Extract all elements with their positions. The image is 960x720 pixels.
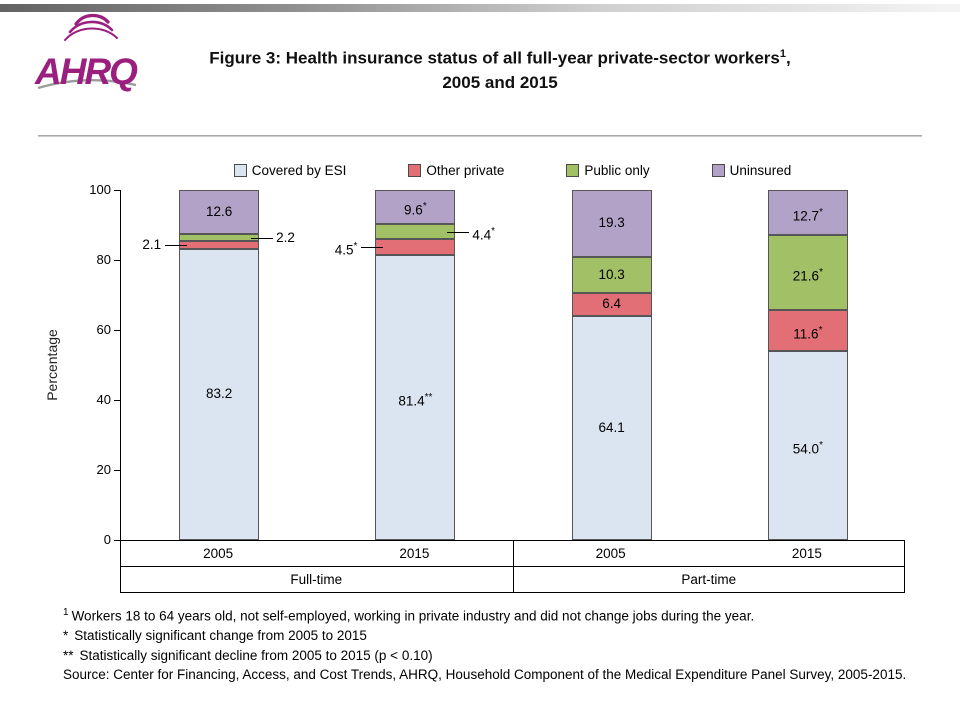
y-axis-tick-label: 80 xyxy=(96,252,111,267)
y-axis-tick xyxy=(114,470,121,471)
segment-value-label: 81.4** xyxy=(398,391,433,409)
footnote-1: 1 Workers 18 to 64 years old, not self-em… xyxy=(63,603,915,626)
bar-segment xyxy=(375,223,456,240)
axis-group-divider xyxy=(120,541,121,592)
legend-swatch xyxy=(566,163,580,177)
title-text: Figure 3: Health insurance status of all… xyxy=(209,48,780,68)
footnote-text: Statistically significant change from 20… xyxy=(74,628,367,643)
segment-value-label: 54.0* xyxy=(792,439,823,457)
x-axis-group-label: Full-time xyxy=(290,572,343,587)
segment-value-label: 83.2 xyxy=(205,386,233,402)
segment-value-label: 4.5* xyxy=(334,241,358,258)
axis-group-divider xyxy=(904,541,905,592)
chart-title-line1: Figure 3: Health insurance status of all… xyxy=(120,42,880,71)
footnote-text: Statistically significant decline from 2… xyxy=(79,647,433,663)
plot-area: 0 20 40 60 80 100 83.2 2.1 2.2 12.6 81.4** 4.5* 4.4*… xyxy=(89,182,905,547)
footnote-prefix: * xyxy=(63,628,69,643)
legend-swatch xyxy=(711,163,725,177)
chart-title-line2: 2005 and 2015 xyxy=(442,72,558,92)
logo-text: AHRQ xyxy=(34,51,138,92)
x-axis-year-label: 2015 xyxy=(399,546,430,561)
logo-swoosh xyxy=(37,78,137,90)
footnote-marker: 1 xyxy=(63,607,69,618)
y-axis-tick-label: 0 xyxy=(103,532,111,547)
ahrq-logo: AHRQ xyxy=(34,13,140,92)
segment-value-label: 9.6* xyxy=(404,201,427,218)
segment-value-label: 2.2 xyxy=(276,229,295,245)
footnotes: 1 Workers 18 to 64 years old, not self-em… xyxy=(63,603,915,685)
footnote-prefix: ** xyxy=(63,647,74,663)
x-axis-groups: Full-time Part-time xyxy=(120,567,905,592)
leader-line xyxy=(251,237,274,239)
y-axis-tick xyxy=(114,400,121,401)
legend-swatch xyxy=(233,163,247,177)
y-axis-title: Percentage xyxy=(44,329,60,401)
legend-item: Covered by ESI xyxy=(233,162,347,178)
title-separator-line xyxy=(38,135,922,137)
bar-segment xyxy=(767,190,848,235)
leader-line xyxy=(447,231,470,233)
y-axis-tick-label: 60 xyxy=(96,322,111,337)
y-axis-tick xyxy=(114,260,121,261)
bar-segment xyxy=(767,351,848,540)
y-axis-tick-label: 100 xyxy=(89,182,111,197)
bar-segment xyxy=(179,241,260,249)
bar-segment xyxy=(375,255,456,540)
footnote-2: * Statistically significant change from 2… xyxy=(63,626,915,646)
leader-line xyxy=(361,247,384,249)
segment-value-label: 10.3 xyxy=(598,267,625,283)
y-axis-tick xyxy=(114,540,121,541)
x-axis-table: 2005 2015 2005 2015 Full-time Part-time xyxy=(120,540,905,593)
x-axis-year-label: 2005 xyxy=(203,546,234,561)
segment-value-label: 2.1 xyxy=(142,237,162,253)
bar-segment xyxy=(767,310,848,351)
bar-segment xyxy=(767,234,848,311)
legend-label: Public only xyxy=(584,162,650,178)
bar-segment xyxy=(571,257,652,294)
legend-item: Public only xyxy=(566,162,650,178)
segment-value-label: 64.1 xyxy=(598,419,625,435)
bar-segment xyxy=(179,189,260,234)
title-comma: , xyxy=(786,48,791,68)
segment-value-label: 12.6 xyxy=(205,203,233,219)
bar-segment xyxy=(571,189,652,258)
bar-segment xyxy=(375,239,456,256)
leader-line xyxy=(165,245,188,247)
axis-group-divider xyxy=(512,541,514,592)
legend-label: Uninsured xyxy=(729,162,792,178)
segment-value-label: 6.4 xyxy=(602,296,622,312)
chart-legend: Covered by ESI Other private Public only Un… xyxy=(120,161,905,179)
legend-item: Uninsured xyxy=(711,162,792,178)
y-axis-tick xyxy=(114,330,121,331)
bar-segment xyxy=(375,190,456,224)
bar-segment xyxy=(571,293,652,316)
segment-value-label: 11.6* xyxy=(793,324,823,342)
legend-label: Covered by ESI xyxy=(251,162,347,178)
footnote-3: ** Statistically significant decline from… xyxy=(63,646,915,666)
legend-label: Other private xyxy=(426,162,505,178)
bar-segment xyxy=(571,315,652,540)
footnote-text: Workers 18 to 64 years old, not self-emp… xyxy=(71,608,755,624)
segment-value-label: 12.7* xyxy=(792,206,823,224)
y-axis-tick-label: 20 xyxy=(96,462,111,477)
x-axis-year-label: 2015 xyxy=(791,546,822,561)
segment-value-label: 21.6* xyxy=(792,266,823,284)
segment-value-label: 4.4* xyxy=(472,225,496,243)
segment-value-label: 19.3 xyxy=(598,215,625,231)
footnote-source: Source: Center for Financing, Access, an… xyxy=(63,665,915,685)
top-gradient-strip xyxy=(0,4,960,12)
legend-swatch xyxy=(408,163,422,177)
eagle-icon xyxy=(64,13,118,41)
bar-segment xyxy=(179,233,260,242)
legend-item: Other private xyxy=(408,163,504,178)
y-axis-tick-label: 40 xyxy=(96,392,111,407)
x-axis-year-label: 2005 xyxy=(595,546,626,561)
bar-segment xyxy=(179,248,260,540)
x-axis-group-label: Part-time xyxy=(681,572,737,587)
footnote-text: Source: Center for Financing, Access, an… xyxy=(63,667,907,682)
y-axis-tick xyxy=(114,190,121,191)
title-footnote-marker: 1 xyxy=(779,48,786,60)
chart-title: Figure 3: Health insurance status of all… xyxy=(120,42,880,95)
